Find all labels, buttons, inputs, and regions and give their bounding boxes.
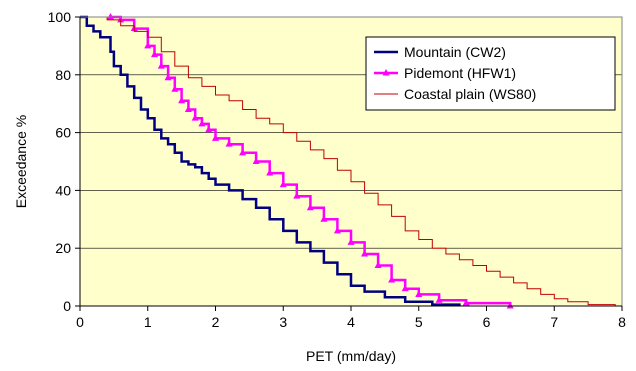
x-tick-label-4: 4 bbox=[347, 314, 355, 330]
series-1-point-15 bbox=[239, 148, 247, 156]
x-tick-label-6: 6 bbox=[483, 314, 491, 330]
series-1-point-18 bbox=[279, 180, 287, 188]
series-1-point-29 bbox=[435, 296, 443, 303]
x-tick-label-7: 7 bbox=[550, 314, 558, 330]
series-1-point-19 bbox=[293, 192, 301, 199]
series-1-point-3 bbox=[144, 41, 152, 49]
series-1-point-20 bbox=[306, 203, 314, 211]
series-1-point-31 bbox=[506, 302, 514, 309]
series-1-point-12 bbox=[205, 125, 213, 133]
series-1-point-13 bbox=[212, 134, 219, 141]
series-1-point-25 bbox=[374, 261, 382, 269]
series-line-0 bbox=[80, 15, 461, 306]
series-1-point-14 bbox=[225, 140, 233, 147]
legend-box bbox=[365, 36, 616, 111]
x-tick-label-2: 2 bbox=[212, 314, 220, 330]
series-1-point-11 bbox=[198, 119, 206, 127]
y-tick-label-40: 40 bbox=[55, 182, 71, 198]
y-tick-label-60: 60 bbox=[55, 125, 71, 141]
x-tick-label-1: 1 bbox=[144, 314, 152, 330]
series-1-point-4 bbox=[151, 50, 159, 58]
series-1-point-10 bbox=[191, 114, 199, 121]
series-1-point-26 bbox=[388, 275, 396, 283]
series-1-point-27 bbox=[401, 284, 409, 292]
y-tick-label-100: 100 bbox=[48, 9, 72, 25]
legend-label-2: Coastal plain (WS80) bbox=[404, 86, 536, 102]
series-1-point-24 bbox=[361, 249, 369, 257]
x-tick-label-5: 5 bbox=[415, 314, 423, 330]
series-group bbox=[80, 13, 616, 309]
x-tick-label-3: 3 bbox=[279, 314, 287, 330]
series-1-point-17 bbox=[266, 169, 274, 176]
y-tick-label-80: 80 bbox=[55, 67, 71, 83]
legend-label-1: Pidemont (HFW1) bbox=[404, 65, 516, 81]
series-1-point-6 bbox=[164, 73, 172, 81]
grid-lines bbox=[80, 16, 622, 249]
legend-marker-1 bbox=[382, 69, 390, 76]
series-1-point-9 bbox=[184, 105, 192, 112]
x-tick-label-0: 0 bbox=[76, 314, 84, 330]
series-line-2 bbox=[80, 16, 616, 306]
series-1-point-28 bbox=[415, 290, 423, 297]
series-1-point-7 bbox=[171, 85, 179, 92]
series-1-point-21 bbox=[320, 215, 328, 222]
series-1-point-1 bbox=[117, 15, 125, 23]
y-tick-label-20: 20 bbox=[55, 240, 71, 256]
x-axis-label: PET (mm/day) bbox=[306, 348, 396, 364]
series-1-point-0 bbox=[106, 13, 114, 20]
series-1-point-5 bbox=[157, 62, 165, 69]
series-1-point-30 bbox=[462, 299, 470, 306]
y-tick-label-0: 0 bbox=[63, 298, 71, 314]
series-1-point-23 bbox=[347, 238, 355, 245]
legend: Mountain (CW2) Pidemont (HFW1) Coastal pla… bbox=[365, 36, 616, 111]
series-1-point-16 bbox=[252, 157, 260, 164]
series-1-point-22 bbox=[333, 226, 341, 234]
series-1-point-8 bbox=[178, 96, 186, 104]
series-line-1 bbox=[110, 15, 512, 306]
legend-label-0: Mountain (CW2) bbox=[404, 44, 506, 60]
y-axis-label: Exceedance % bbox=[13, 115, 29, 208]
x-tick-label-8: 8 bbox=[618, 314, 626, 330]
